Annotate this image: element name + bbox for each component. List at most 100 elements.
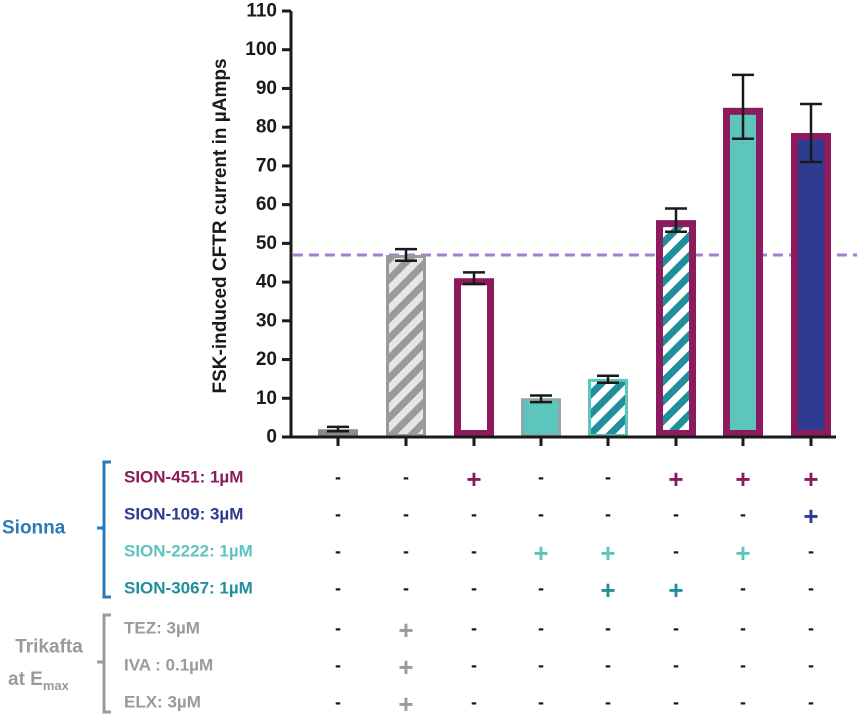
condition-plus: +: [466, 464, 481, 494]
condition-minus: -: [538, 504, 544, 524]
condition-plus: +: [398, 652, 413, 682]
condition-minus: -: [471, 578, 477, 598]
condition-plus: +: [398, 689, 413, 719]
condition-minus: -: [605, 655, 611, 675]
y-tick-label: 100: [245, 39, 277, 60]
condition-plus: +: [668, 575, 683, 605]
y-tick-label: 0: [266, 427, 277, 448]
condition-minus: -: [471, 655, 477, 675]
y-tick-label: 110: [246, 1, 277, 22]
group-brackets: Sionna Trikafta at Emax: [2, 460, 111, 714]
y-tick-label: 20: [256, 349, 277, 370]
bars: [318, 107, 831, 438]
condition-minus: -: [673, 692, 679, 712]
condition-minus: -: [740, 504, 746, 524]
condition-minus: -: [471, 692, 477, 712]
condition-minus: -: [605, 504, 611, 524]
condition-plus: +: [600, 575, 615, 605]
condition-minus: -: [740, 655, 746, 675]
y-tick-label: 80: [256, 117, 277, 138]
error-bar: [327, 425, 349, 433]
y-tick-label: 40: [256, 272, 277, 293]
condition-table: SION-451: 1µM - - + - - + + + SION-109: 3µM - - - - - -…: [124, 464, 819, 719]
condition-minus: -: [335, 618, 341, 638]
error-bars: [327, 73, 822, 433]
sionna-bracket: [102, 460, 111, 599]
condition-minus: -: [740, 618, 746, 638]
condition-minus: -: [538, 618, 544, 638]
condition-minus: -: [335, 467, 341, 487]
y-tick-label: 10: [256, 388, 277, 409]
condition-label: SION-3067: 1µM: [124, 579, 253, 598]
condition-minus: -: [673, 504, 679, 524]
condition-minus: -: [808, 655, 814, 675]
condition-minus: -: [538, 692, 544, 712]
condition-minus: -: [471, 504, 477, 524]
condition-plus: +: [735, 464, 750, 494]
bar: [588, 378, 628, 437]
group-label-emax-sub: max: [43, 678, 70, 693]
condition-plus: +: [600, 538, 615, 568]
condition-minus: -: [538, 578, 544, 598]
condition-minus: -: [673, 541, 679, 561]
condition-minus: -: [335, 578, 341, 598]
condition-plus: +: [668, 464, 683, 494]
condition-minus: -: [740, 578, 746, 598]
condition-minus: -: [605, 467, 611, 487]
condition-label: SION-109: 3µM: [124, 505, 243, 524]
error-bar: [395, 247, 417, 263]
condition-label: ELX: 3µM: [124, 693, 201, 712]
bar: [723, 107, 763, 438]
bar: [656, 220, 696, 437]
group-label-sionna: Sionna: [2, 518, 66, 539]
condition-minus: -: [808, 692, 814, 712]
condition-label: SION-451: 1µM: [124, 468, 243, 487]
y-tick-label: 90: [256, 78, 277, 99]
condition-minus: -: [403, 541, 409, 561]
condition-minus: -: [403, 467, 409, 487]
condition-minus: -: [335, 692, 341, 712]
condition-minus: -: [808, 541, 814, 561]
condition-minus: -: [335, 541, 341, 561]
group-label-emax: at Emax: [8, 669, 70, 693]
condition-minus: -: [673, 618, 679, 638]
condition-minus: -: [335, 655, 341, 675]
group-label-trikafta: Trikafta: [15, 637, 83, 658]
condition-minus: -: [808, 578, 814, 598]
condition-minus: -: [471, 618, 477, 638]
group-label-emax-main: at E: [8, 669, 43, 690]
condition-plus: +: [803, 464, 818, 494]
condition-minus: -: [605, 692, 611, 712]
y-tick-label: 50: [256, 233, 277, 254]
trikafta-bracket: [102, 613, 111, 714]
condition-minus: -: [335, 504, 341, 524]
error-bar: [732, 73, 754, 141]
condition-minus: -: [673, 655, 679, 675]
error-bar: [530, 394, 552, 404]
condition-minus: -: [538, 467, 544, 487]
y-tick-label: 70: [256, 155, 277, 176]
condition-minus: -: [605, 618, 611, 638]
error-bar: [597, 374, 619, 385]
condition-minus: -: [471, 541, 477, 561]
condition-minus: -: [808, 618, 814, 638]
y-axis-label: FSK-induced CFTR current in µAmps: [210, 58, 231, 393]
y-tick-label: 60: [256, 194, 277, 215]
error-bar: [665, 207, 687, 233]
error-bar: [800, 102, 822, 164]
y-axis: 0 10 20 30 40 50 60 70 80 90 100 110: [245, 1, 293, 448]
condition-label: TEZ: 3µM: [124, 619, 200, 638]
bar: [454, 278, 494, 437]
condition-minus: -: [538, 655, 544, 675]
x-axis: [291, 435, 836, 446]
error-bar: [463, 271, 485, 286]
y-tick-label: 30: [256, 310, 277, 331]
condition-label: IVA : 0.1µM: [124, 656, 213, 675]
bar: [791, 132, 831, 437]
condition-minus: -: [403, 578, 409, 598]
condition-plus: +: [803, 501, 818, 531]
bar: [521, 398, 561, 438]
condition-plus: +: [533, 538, 548, 568]
condition-minus: -: [740, 692, 746, 712]
